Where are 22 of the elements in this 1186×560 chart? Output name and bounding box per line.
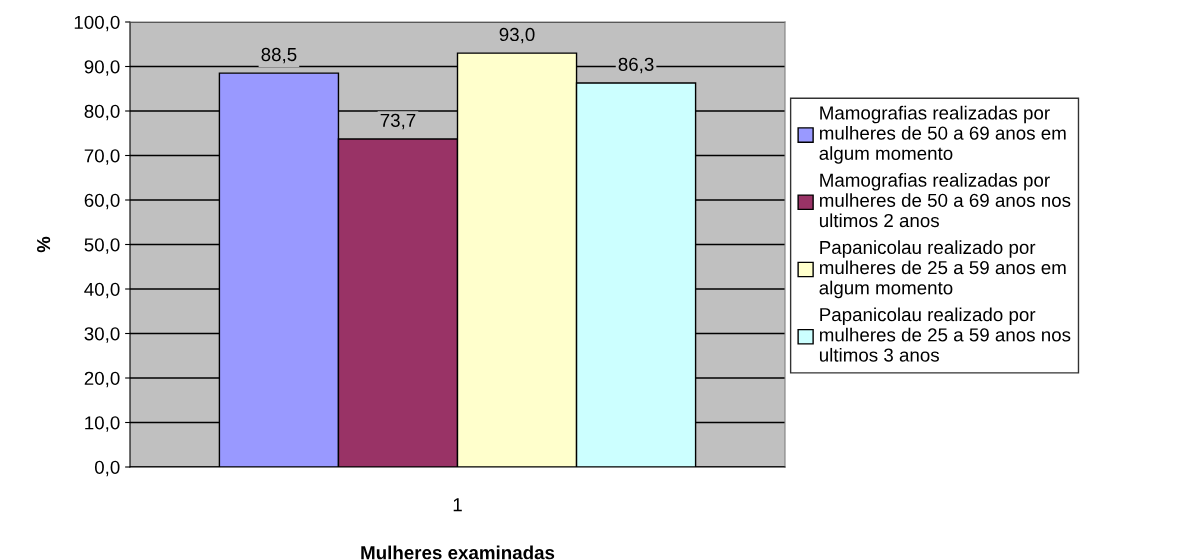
y-tick-label: 50,0 — [84, 238, 120, 254]
legend-label: Papanicolau realizado por mulheres de 25 a 59 anos nos ultimos 3 anos — [819, 307, 1071, 362]
y-tick-label: 90,0 — [84, 60, 120, 76]
y-tick-label: 80,0 — [84, 104, 120, 121]
y-tick-label: 70,0 — [84, 149, 120, 165]
legend-label: Mamografias realizadas por mulheres de 50 a 69 anos nos ultimos 2 anos — [819, 173, 1071, 228]
x-tick-label: 1 — [453, 498, 462, 512]
y-tick-label: 0,0 — [94, 460, 120, 477]
y-tick-label: 100,0 — [74, 15, 120, 32]
x-axis-title: Mulheres examinadas — [361, 545, 555, 560]
y-tick-label: 30,0 — [84, 327, 120, 343]
data-label: 86,3 — [618, 57, 654, 74]
y-axis-title: % — [36, 236, 51, 253]
legend-label: Papanicolau realizado por mulheres de 25 a 59 anos em algum momento — [819, 240, 1066, 299]
legend-label: Mamografias realizadas por mulheres de 50 a 69 anos em algum momento — [819, 105, 1066, 164]
y-tick-label: 40,0 — [84, 282, 120, 299]
data-label: 73,7 — [380, 113, 416, 130]
y-tick-label: 20,0 — [84, 371, 120, 388]
data-label: 93,0 — [499, 27, 535, 44]
data-label: 88,5 — [261, 47, 297, 64]
y-tick-label: 10,0 — [85, 416, 120, 432]
y-tick-label: 60,0 — [84, 193, 120, 210]
